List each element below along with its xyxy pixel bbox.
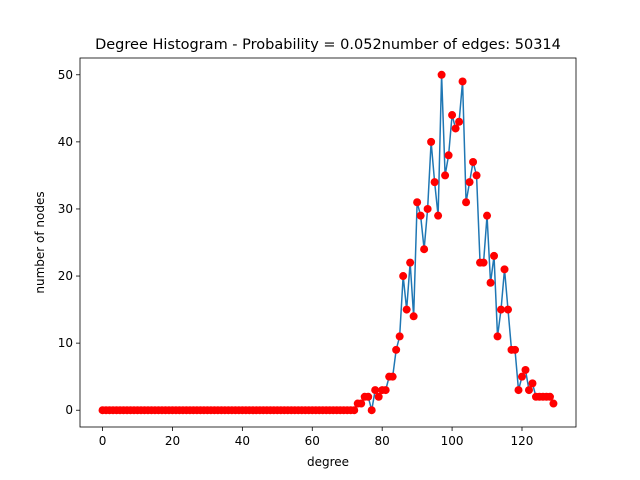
data-point	[388, 372, 397, 381]
y-tick-label: 50	[58, 68, 73, 82]
y-tick-label: 20	[58, 269, 73, 283]
x-tick-label: 120	[511, 434, 534, 448]
data-point	[413, 198, 422, 207]
data-point	[399, 272, 408, 281]
x-tick-label: 40	[235, 434, 250, 448]
data-point	[367, 406, 376, 415]
data-point	[451, 124, 460, 133]
data-point	[493, 332, 502, 341]
x-axis-ticks: 0 20 40 60 80 100 120	[99, 427, 534, 448]
x-tick-label: 0	[99, 434, 107, 448]
data-point	[434, 211, 443, 220]
data-point	[521, 365, 530, 374]
y-axis-label: number of nodes	[33, 191, 47, 293]
data-point	[448, 111, 457, 120]
data-point	[441, 171, 450, 180]
x-tick-label: 100	[441, 434, 464, 448]
x-tick-label: 60	[305, 434, 320, 448]
y-tick-label: 0	[65, 403, 73, 417]
data-point	[458, 77, 467, 86]
data-point	[472, 171, 481, 180]
data-point	[395, 332, 404, 341]
data-point	[420, 245, 429, 254]
data-point	[437, 70, 446, 79]
data-point	[524, 386, 533, 395]
x-axis-label: degree	[307, 455, 349, 469]
data-point	[486, 278, 495, 287]
x-tick-label: 80	[375, 434, 390, 448]
data-point	[497, 305, 506, 314]
data-point	[350, 406, 359, 415]
data-point	[427, 137, 436, 146]
y-axis-ticks: 0 10 20 30 40 50	[58, 68, 80, 417]
data-point	[479, 258, 488, 267]
data-point	[423, 204, 432, 213]
data-point	[364, 392, 373, 401]
data-point	[504, 305, 513, 314]
y-tick-label: 10	[58, 336, 73, 350]
data-point	[545, 392, 554, 401]
data-point	[392, 345, 401, 354]
data-point	[409, 312, 418, 321]
data-point	[402, 305, 411, 314]
plot-area	[98, 70, 558, 415]
data-point	[371, 386, 380, 395]
data-point	[455, 117, 464, 126]
data-point	[549, 399, 558, 408]
data-point	[444, 151, 453, 160]
plot-frame	[79, 57, 577, 428]
y-tick-label: 40	[58, 135, 73, 149]
x-tick-label: 20	[165, 434, 180, 448]
data-point	[483, 211, 492, 220]
data-point	[490, 251, 499, 260]
data-point	[465, 178, 474, 187]
data-point	[374, 392, 383, 401]
data-point	[500, 265, 509, 274]
data-point	[430, 178, 439, 187]
data-point	[528, 379, 537, 388]
data-point	[469, 157, 478, 166]
data-point	[518, 372, 526, 381]
data-point	[511, 345, 519, 354]
data-point	[406, 258, 415, 267]
y-tick-label: 30	[58, 202, 73, 216]
data-point	[357, 399, 366, 408]
data-point	[381, 386, 390, 395]
chart-title: Degree Histogram - Probability = 0.052nu…	[95, 37, 561, 53]
data-point	[514, 386, 523, 395]
data-point	[416, 211, 425, 220]
data-point	[462, 198, 471, 207]
